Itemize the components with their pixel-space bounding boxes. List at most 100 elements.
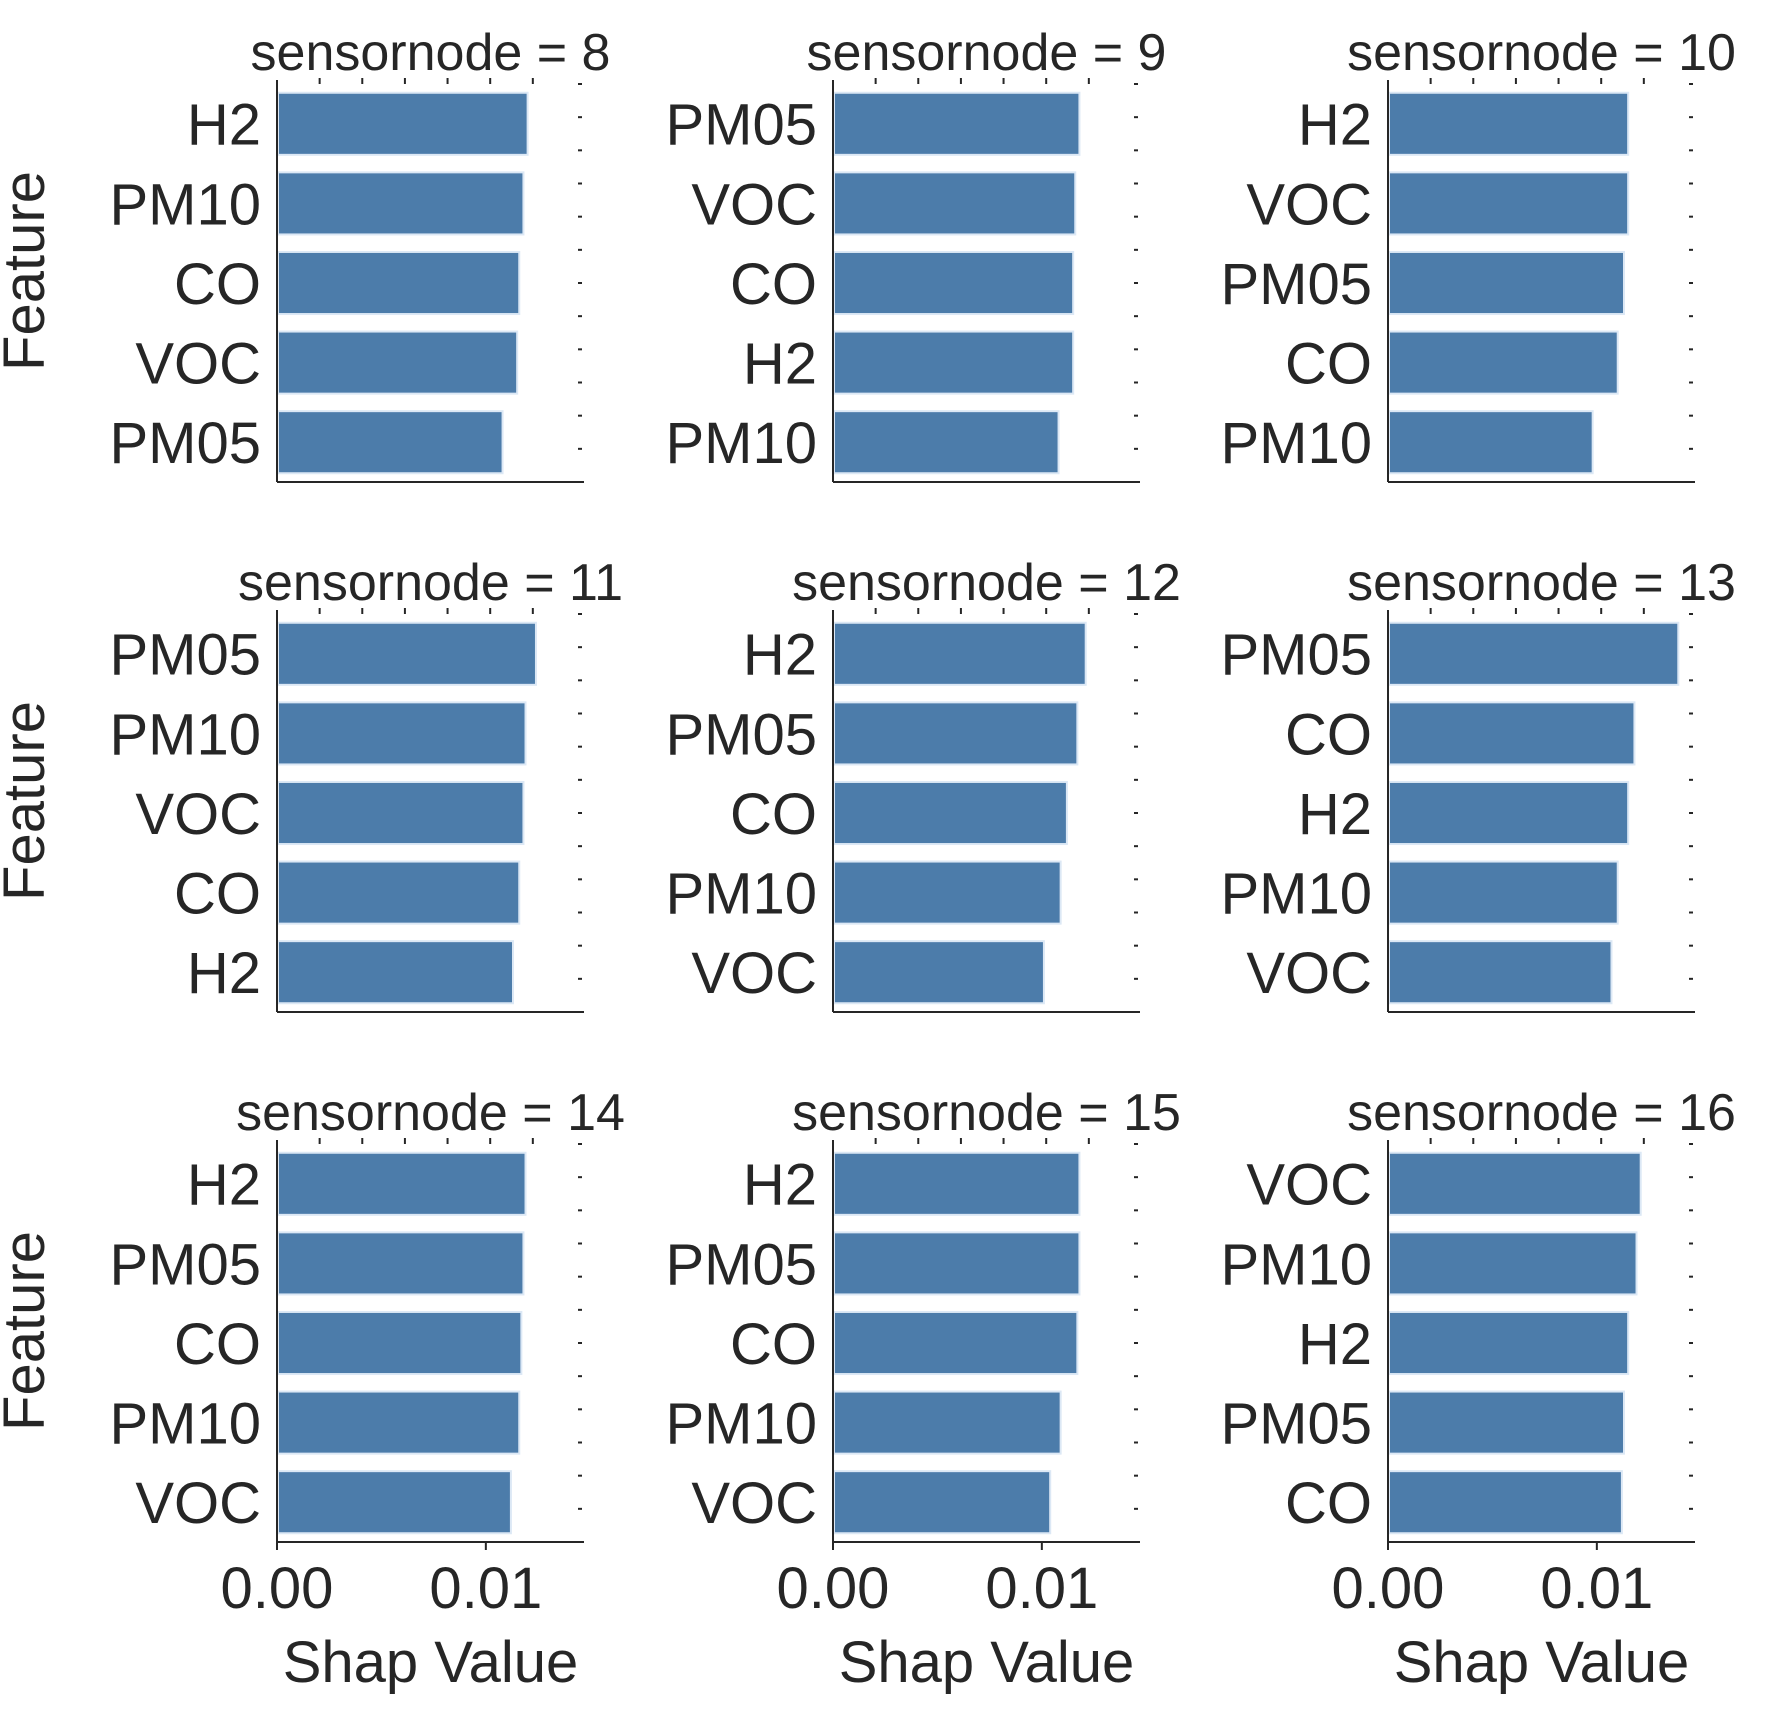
panel-8-bar-voc bbox=[833, 1470, 1052, 1535]
panel-9-bar-h2 bbox=[1388, 1310, 1630, 1376]
panel-5-category-label: PM05 bbox=[665, 702, 817, 767]
panel-9-category-label: PM05 bbox=[1220, 1391, 1372, 1456]
panel-6-category-label: H2 bbox=[1298, 782, 1372, 847]
panel-2-category-label: CO bbox=[730, 252, 817, 317]
panel-8-category-label: PM10 bbox=[665, 1391, 817, 1456]
panel-8-category-label: H2 bbox=[743, 1153, 817, 1218]
panel-2-category-label: H2 bbox=[743, 331, 817, 396]
panel-6-bar-pm10 bbox=[1388, 860, 1619, 925]
panel-3-bar-voc bbox=[1388, 171, 1630, 236]
panel-4-bar-voc bbox=[277, 780, 525, 846]
panel-1-category-label: H2 bbox=[187, 93, 261, 158]
panel-8-x-tick-label: 0.01 bbox=[985, 1556, 1098, 1621]
panel-7-x-tick-label: 0.01 bbox=[429, 1556, 542, 1621]
panel-4-bar-h2 bbox=[277, 940, 514, 1005]
panel-9-x-tick-label: 0.01 bbox=[1540, 1556, 1653, 1621]
panel-1-category-label: PM05 bbox=[109, 411, 261, 476]
panel-2-bar-voc bbox=[833, 171, 1077, 236]
panel-3-bar-pm05 bbox=[1388, 250, 1625, 316]
panel-3-category-label: PM05 bbox=[1220, 252, 1372, 317]
panel-7-category-label: CO bbox=[174, 1312, 261, 1377]
panel-2-category-label: PM10 bbox=[665, 411, 817, 476]
panel-8-x-tick-label: 0.00 bbox=[777, 1556, 890, 1621]
panel-1-category-label: VOC bbox=[135, 331, 261, 396]
panel-8-bar-pm05 bbox=[833, 1231, 1081, 1296]
panel-3-category-label: VOC bbox=[1246, 172, 1372, 237]
panel-1-bar-voc bbox=[277, 330, 519, 395]
panel-8-category-label: PM05 bbox=[665, 1232, 817, 1297]
panel-8-category-label: CO bbox=[730, 1312, 817, 1377]
panel-5-bar-voc bbox=[833, 940, 1045, 1005]
panel-9-category-label: PM10 bbox=[1220, 1232, 1372, 1297]
panel-2-category-label: PM05 bbox=[665, 93, 817, 158]
panel-8-bar-co bbox=[833, 1310, 1079, 1376]
panel-7-bar-pm05 bbox=[277, 1231, 525, 1296]
panel-9-title: sensornode = 16 bbox=[1347, 1084, 1736, 1142]
panel-5-category-label: VOC bbox=[691, 941, 817, 1006]
panel-9-bar-pm05 bbox=[1388, 1390, 1625, 1455]
panel-7-y-axis-label: Feature bbox=[0, 1231, 57, 1431]
panel-1-title: sensornode = 8 bbox=[251, 24, 611, 82]
panel-8-bar-pm10 bbox=[833, 1390, 1062, 1455]
panel-3-bar-co bbox=[1388, 330, 1619, 395]
panel-9-x-tick-label: 0.00 bbox=[1332, 1556, 1445, 1621]
panel-1-bar-pm10 bbox=[277, 171, 525, 236]
panel-2-title: sensornode = 9 bbox=[807, 24, 1167, 82]
panel-7-bar-voc bbox=[277, 1470, 512, 1535]
panel-7-bar-pm10 bbox=[277, 1390, 521, 1455]
panel-5-bar-pm05 bbox=[833, 701, 1079, 766]
panel-6-bar-voc bbox=[1388, 940, 1613, 1005]
panel-4-bar-pm10 bbox=[277, 701, 527, 766]
panel-9-category-label: VOC bbox=[1246, 1153, 1372, 1218]
panel-4-bar-pm05 bbox=[277, 621, 537, 686]
panel-7-bar-co bbox=[277, 1310, 523, 1376]
panel-1-y-axis-label: Feature bbox=[0, 171, 57, 371]
panel-8-bar-h2 bbox=[833, 1151, 1081, 1216]
panel-7-bar-h2 bbox=[277, 1151, 527, 1216]
panel-8-x-axis-label: Shap Value bbox=[839, 1630, 1135, 1695]
panel-4-category-label: H2 bbox=[187, 941, 261, 1006]
panel-5-title: sensornode = 12 bbox=[792, 554, 1181, 612]
panel-1-category-label: CO bbox=[174, 252, 261, 317]
panel-1-bar-pm05 bbox=[277, 410, 504, 475]
panel-5-category-label: PM10 bbox=[665, 861, 817, 926]
panel-4-category-label: VOC bbox=[135, 782, 261, 847]
panel-3-category-label: CO bbox=[1285, 331, 1372, 396]
panel-7-x-axis-label: Shap Value bbox=[283, 1630, 579, 1695]
panel-7-category-label: VOC bbox=[135, 1471, 261, 1536]
panel-1-bar-co bbox=[277, 250, 521, 316]
panel-6-bar-co bbox=[1388, 701, 1636, 766]
panel-7-x-tick-label: 0.00 bbox=[221, 1556, 334, 1621]
panel-5-category-label: H2 bbox=[743, 623, 817, 688]
panel-9-category-label: H2 bbox=[1298, 1312, 1372, 1377]
panel-6-title: sensornode = 13 bbox=[1347, 554, 1736, 612]
panel-1-category-label: PM10 bbox=[109, 172, 261, 237]
panel-9-bar-pm10 bbox=[1388, 1231, 1638, 1296]
panel-6-category-label: PM05 bbox=[1220, 623, 1372, 688]
panel-6-category-label: PM10 bbox=[1220, 861, 1372, 926]
panel-2-bar-pm05 bbox=[833, 91, 1081, 156]
panel-6-bar-pm05 bbox=[1388, 621, 1680, 686]
panel-5-bar-h2 bbox=[833, 621, 1087, 686]
panel-6-category-label: CO bbox=[1285, 702, 1372, 767]
panel-2-category-label: VOC bbox=[691, 172, 817, 237]
panel-4-category-label: CO bbox=[174, 861, 261, 926]
panel-7-category-label: PM10 bbox=[109, 1391, 261, 1456]
panel-9-bar-voc bbox=[1388, 1151, 1642, 1216]
panel-3-category-label: H2 bbox=[1298, 93, 1372, 158]
panel-7-category-label: H2 bbox=[187, 1153, 261, 1218]
panel-8-title: sensornode = 15 bbox=[792, 1084, 1181, 1142]
panel-7-category-label: PM05 bbox=[109, 1232, 261, 1297]
panel-2-bar-h2 bbox=[833, 330, 1075, 395]
panel-4-category-label: PM10 bbox=[109, 702, 261, 767]
panel-4-title: sensornode = 11 bbox=[238, 554, 623, 612]
panel-5-category-label: CO bbox=[730, 782, 817, 847]
panel-3-category-label: PM10 bbox=[1220, 411, 1372, 476]
panel-9-category-label: CO bbox=[1285, 1471, 1372, 1536]
panel-4-category-label: PM05 bbox=[109, 623, 261, 688]
panel-3-title: sensornode = 10 bbox=[1347, 24, 1736, 82]
panel-3-bar-pm10 bbox=[1388, 410, 1594, 475]
panel-5-bar-co bbox=[833, 780, 1068, 846]
